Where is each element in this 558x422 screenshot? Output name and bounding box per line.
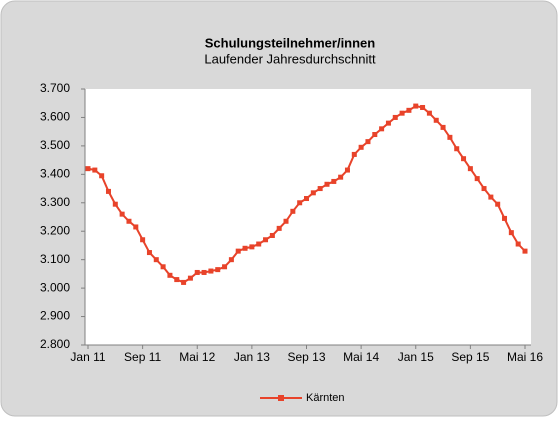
data-point [201,269,207,275]
y-tick-label: 3.500 [40,138,70,152]
y-tick-label: 3.400 [40,167,70,181]
y-tick-label: 2.800 [40,337,70,351]
data-point [249,244,255,250]
data-point [269,232,275,238]
y-tick-label: 3.200 [40,223,70,237]
data-point [406,107,412,113]
data-point [310,190,316,196]
x-tick-label: Sep 11 [124,350,161,364]
data-point [392,114,398,120]
x-tick-label: Jan 15 [398,350,434,364]
data-point [160,264,166,270]
data-point [420,104,426,110]
data-point [126,218,132,224]
chart-subtitle: Laufender Jahresdurchschnitt [204,51,376,66]
data-point [426,110,432,116]
data-point [447,134,453,140]
data-point [276,225,282,231]
data-point [454,146,460,152]
data-point [194,269,200,275]
data-point [140,237,146,243]
y-tick-label: 3.100 [40,252,70,266]
data-point [92,167,98,173]
data-point [481,186,487,192]
y-tick-label: 3.600 [40,110,70,124]
data-point [222,264,228,270]
data-point [174,277,180,283]
data-point [338,174,344,180]
data-point [515,241,521,247]
legend-label: Kärnten [306,392,345,404]
data-point [283,218,289,224]
data-point [502,215,508,221]
x-tick-label: Mai 16 [507,350,543,364]
x-tick-label: Sep 13 [287,350,325,364]
data-point [242,245,248,251]
data-point [351,151,357,157]
y-tick-label: 3.700 [40,81,70,95]
data-point [146,250,152,256]
data-point [372,132,378,138]
data-point [317,186,323,192]
data-point [508,230,514,236]
y-tick-label: 2.900 [40,309,70,323]
data-point [467,166,473,172]
data-point [297,200,303,206]
data-point [112,201,118,207]
data-point [181,279,187,285]
data-point [263,237,269,243]
data-point [290,208,296,214]
data-point [379,126,385,132]
data-point [208,268,214,274]
data-point [324,181,330,187]
data-point [331,178,337,184]
data-point [133,224,139,230]
plot-area [85,89,531,345]
data-point [440,124,446,130]
y-tick-label: 3.000 [40,280,70,294]
data-point [433,117,439,123]
data-point [358,144,364,150]
data-point [256,241,262,247]
data-point [365,139,371,145]
data-point [187,275,193,281]
x-tick-label: Jan 13 [234,350,270,364]
data-point [85,166,91,172]
data-point [119,211,125,217]
x-tick-label: Sep 15 [451,350,489,364]
data-point [522,248,528,254]
data-point [99,173,105,179]
x-tick-label: Jan 11 [70,350,105,364]
legend-marker [278,395,284,401]
data-point [304,196,309,202]
data-point [488,194,494,200]
data-point [495,201,501,207]
x-tick-label: Mai 12 [179,350,215,364]
data-point [461,156,467,162]
data-point [413,103,419,109]
data-point [105,188,111,194]
data-point [153,257,159,263]
data-point [474,176,480,182]
y-tick-label: 3.300 [40,195,70,209]
chart-title: Schulungsteilnehmer/innen [205,35,376,50]
data-point [228,257,234,263]
data-point [167,272,173,278]
data-point [215,267,221,273]
data-point [385,120,391,126]
x-tick-label: Mai 14 [343,350,379,364]
data-point [399,110,405,116]
data-point [235,248,241,254]
data-point [344,167,350,173]
